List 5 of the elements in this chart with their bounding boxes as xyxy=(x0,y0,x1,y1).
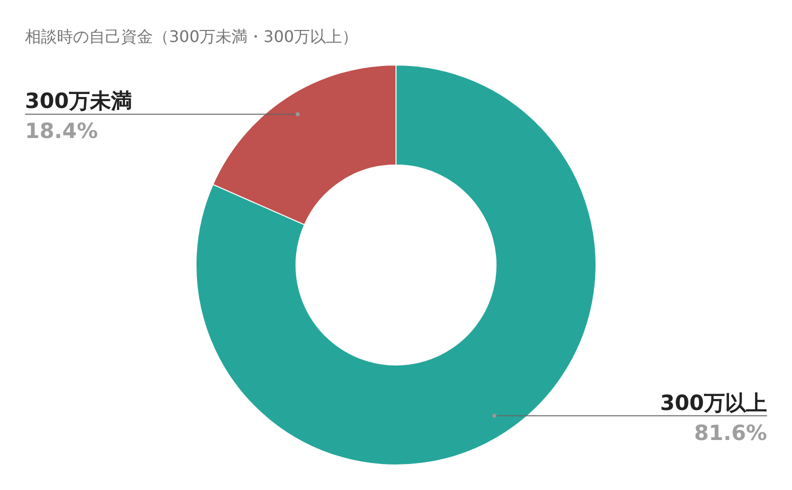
slice-label: 300万未満 xyxy=(25,89,132,114)
chart-title: 相談時の自己資金（300万未満・300万以上） xyxy=(25,27,358,46)
data-label: 18.4% xyxy=(25,119,98,144)
data-label: 81.6% xyxy=(694,420,767,445)
slice-label: 300万以上 xyxy=(660,390,767,415)
